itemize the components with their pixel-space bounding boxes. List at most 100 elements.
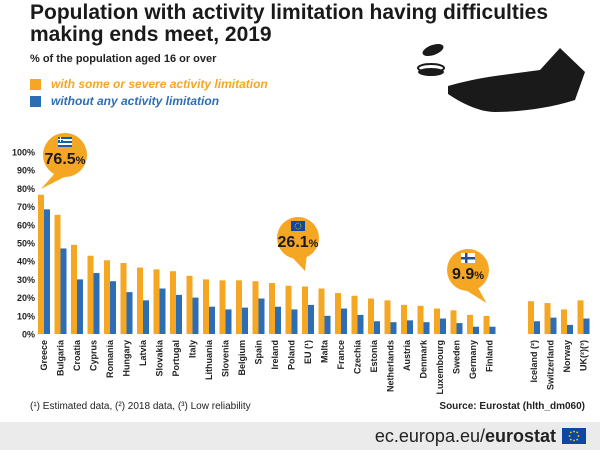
bar-without bbox=[225, 309, 232, 334]
callout-bubble bbox=[277, 217, 319, 259]
x-tick-label: Lithuania bbox=[204, 339, 214, 380]
bar-limitation bbox=[302, 286, 308, 334]
callout-bubble bbox=[43, 133, 87, 177]
x-tick-label: Slovenia bbox=[221, 339, 231, 377]
x-tick-label: Norway bbox=[562, 340, 572, 373]
legend-swatch-limitation bbox=[30, 78, 41, 90]
bar-limitation bbox=[434, 308, 440, 334]
y-tick-label: 20% bbox=[17, 293, 35, 303]
bar-limitation bbox=[137, 267, 143, 334]
x-tick-label: Romania bbox=[105, 339, 115, 378]
bar-without bbox=[77, 279, 83, 334]
x-tick-label: Germany bbox=[468, 340, 478, 379]
source-note: Source: Eurostat (hlth_dm060) bbox=[439, 401, 585, 412]
bar-limitation bbox=[417, 305, 424, 334]
y-tick-label: 0% bbox=[22, 330, 35, 340]
bar-limitation bbox=[467, 314, 473, 334]
eu-flag-icon bbox=[562, 428, 586, 444]
x-tick-label: Denmark bbox=[419, 339, 429, 379]
bar-without bbox=[407, 320, 413, 334]
x-tick-label: UK(²)(³) bbox=[579, 340, 589, 371]
x-tick-label: France bbox=[336, 340, 346, 370]
greece-flag-icon bbox=[58, 137, 72, 147]
bar-limitation bbox=[483, 315, 490, 334]
x-tick-label: Switzerland bbox=[546, 340, 556, 390]
y-tick-label: 80% bbox=[17, 184, 35, 194]
x-tick-label: Slovakia bbox=[155, 339, 165, 377]
bar-limitation bbox=[544, 303, 551, 334]
bar-without bbox=[390, 322, 397, 334]
bar-without bbox=[275, 306, 281, 334]
bar-without bbox=[44, 209, 50, 334]
footer-brand: eurostat bbox=[484, 426, 556, 446]
bar-limitation bbox=[335, 293, 341, 334]
x-tick-label: Iceland (²) bbox=[529, 340, 539, 383]
bar-without bbox=[176, 294, 182, 334]
legend-swatch-without bbox=[30, 95, 41, 107]
x-tick-label: Netherlands bbox=[386, 340, 396, 392]
x-tick-label: Spain bbox=[254, 340, 264, 365]
legend-label-limitation: with some or severe activity limitation bbox=[51, 77, 268, 91]
footer-logo-text[interactable]: ec.europa.eu/eurostat bbox=[375, 426, 556, 447]
bar-without bbox=[291, 309, 298, 334]
x-tick-label: Croatia bbox=[72, 339, 82, 371]
bar-limitation bbox=[203, 279, 209, 334]
callout-value: 26.1% bbox=[278, 234, 319, 251]
chart-title: Population with activity limitation havi… bbox=[30, 1, 549, 46]
bar-limitation bbox=[236, 280, 242, 334]
callout-eu: 26.1% bbox=[277, 217, 319, 271]
bar-limitation bbox=[528, 301, 534, 334]
bar-limitation bbox=[450, 310, 457, 334]
y-tick-label: 100% bbox=[12, 148, 35, 158]
bar-without bbox=[324, 315, 331, 334]
bar-without bbox=[423, 322, 430, 334]
bar-without bbox=[534, 321, 540, 334]
x-tick-label: EU (¹) bbox=[303, 340, 313, 364]
x-tick-label: Finland bbox=[485, 340, 495, 372]
x-axis-labels: Greece Bulgaria Croatia Cyprus Romania Hungar… bbox=[39, 339, 589, 395]
y-tick-label: 30% bbox=[17, 275, 35, 285]
footer-bar: ec.europa.eu/eurostat bbox=[0, 422, 600, 450]
bar-without bbox=[341, 308, 347, 334]
footnote: (¹) Estimated data, (²) 2018 data, (³) L… bbox=[30, 401, 251, 412]
bar-limitation bbox=[252, 281, 259, 334]
bar-limitation bbox=[285, 285, 292, 334]
legend-label-without: without any activity limitation bbox=[51, 94, 220, 108]
bar-without bbox=[93, 273, 100, 334]
bar-limitation bbox=[577, 300, 584, 334]
bar-without bbox=[242, 307, 248, 334]
bar-without bbox=[374, 321, 380, 334]
bar-without bbox=[489, 326, 496, 334]
y-tick-label: 90% bbox=[17, 166, 35, 176]
bar-without bbox=[60, 248, 67, 334]
y-axis: 0% 10% 20% 30% 40% 50% 60% 70% 80% 90% 100% bbox=[12, 148, 35, 340]
bar-without bbox=[308, 304, 314, 334]
y-tick-label: 60% bbox=[17, 220, 35, 230]
x-tick-label: Sweden bbox=[452, 340, 462, 374]
bars bbox=[38, 194, 590, 334]
callout-finland: 9.9% bbox=[447, 249, 489, 303]
callout-value: 76.5% bbox=[45, 151, 86, 168]
callouts: 76.5% 26.1% 9.9% bbox=[41, 133, 489, 303]
bar-limitation bbox=[401, 304, 407, 334]
x-tick-label: Bulgaria bbox=[56, 339, 66, 376]
bar-without bbox=[473, 326, 479, 334]
x-tick-label: Ireland bbox=[270, 340, 280, 370]
bar-limitation bbox=[170, 271, 176, 334]
bar-limitation bbox=[153, 269, 160, 334]
hand-coin-icon bbox=[417, 43, 585, 112]
x-tick-label: Poland bbox=[287, 340, 297, 370]
bar-without bbox=[126, 292, 133, 334]
x-tick-label: Luxembourg bbox=[435, 340, 445, 395]
bar-without bbox=[456, 323, 463, 334]
callout-bubble bbox=[447, 249, 489, 291]
x-tick-label: Portugal bbox=[171, 340, 181, 377]
callout-value: 9.9% bbox=[452, 266, 484, 283]
bar-limitation bbox=[54, 214, 61, 334]
legend-item-without: without any activity limitation bbox=[30, 94, 219, 108]
bar-without bbox=[143, 300, 149, 334]
bar-without bbox=[258, 298, 265, 334]
bar-limitation bbox=[384, 300, 391, 334]
x-tick-label: Austria bbox=[402, 339, 412, 371]
eu-flag-icon bbox=[291, 221, 305, 231]
